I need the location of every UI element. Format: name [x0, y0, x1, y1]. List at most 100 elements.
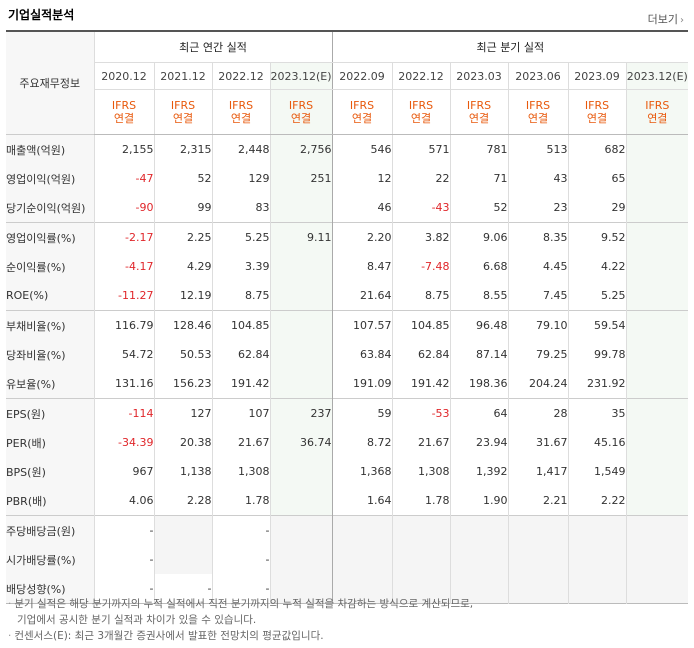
table-cell: 1,417 — [507, 457, 569, 486]
accounting-standard: IFRS 연결 — [93, 89, 154, 135]
table-cell: 52 — [449, 193, 509, 223]
table-cell: 2,315 — [153, 134, 212, 164]
table-cell — [153, 515, 212, 545]
table-cell: -2.17 — [93, 222, 154, 252]
table-cell: 129 — [211, 164, 270, 193]
table-cell: 59 — [331, 398, 393, 428]
table-cell: - — [211, 574, 270, 604]
row-label: 주당배당금(원) — [6, 515, 94, 545]
period-header: 2021.12 — [153, 62, 212, 90]
table-cell — [269, 515, 333, 545]
table-cell: 1,308 — [391, 457, 451, 486]
table-cell — [269, 252, 333, 281]
table-cell — [625, 281, 689, 311]
accounting-consolidated: 연결 — [290, 112, 312, 125]
table-cell: -90 — [93, 193, 154, 223]
table-cell — [449, 574, 509, 604]
table-cell: 21.67 — [211, 428, 270, 457]
table-row: PBR(배) 4.06 2.28 1.78 1.64 1.78 1.90 2.21 2.22 — [6, 486, 689, 516]
table-cell: 2,155 — [93, 134, 154, 164]
accounting-ifrs: IFRS — [466, 99, 492, 112]
table-cell: 87.14 — [449, 340, 509, 369]
table-cell: 50.53 — [153, 340, 212, 369]
table-cell: 4.22 — [567, 252, 627, 281]
table-row: 매출액(억원) 2,155 2,315 2,448 2,756 546 571 781 513 6… — [6, 134, 689, 164]
table-cell — [625, 222, 689, 252]
bullet-icon: · — [8, 630, 12, 642]
row-label: 순이익률(%) — [6, 252, 94, 281]
table-row: ROE(%) -11.27 12.19 8.75 21.64 8.75 8.55 7.45 5.… — [6, 281, 689, 311]
more-link[interactable]: 더보기 › — [648, 11, 684, 27]
table-cell: -4.17 — [93, 252, 154, 281]
period-header: 2023.12(E) — [625, 62, 689, 90]
table-cell: 22 — [391, 164, 451, 193]
table-cell — [625, 193, 689, 223]
table-cell — [625, 252, 689, 281]
table-cell: 1,549 — [567, 457, 627, 486]
table-row: 영업이익률(%) -2.17 2.25 5.25 9.11 2.20 3.82 9.06 8.3… — [6, 222, 689, 252]
table-cell — [625, 398, 689, 428]
accounting-ifrs: IFRS — [525, 99, 551, 112]
table-cell: 1.78 — [211, 486, 270, 516]
table-cell: 107.57 — [331, 310, 393, 340]
table-cell: 2.28 — [153, 486, 212, 516]
table-cell: 31.67 — [507, 428, 569, 457]
footnote-1-cont: 기업에서 공시한 분기 실적과 차이가 있을 수 있습니다. — [17, 614, 257, 626]
table-cell: -53 — [391, 398, 451, 428]
table-cell: 156.23 — [153, 369, 212, 399]
table-cell: 54.72 — [93, 340, 154, 369]
table-cell — [269, 310, 333, 340]
table-cell: 191.09 — [331, 369, 393, 399]
row-label: 영업이익(억원) — [6, 164, 94, 193]
table-cell: 116.79 — [93, 310, 154, 340]
row-label: ROE(%) — [6, 281, 94, 311]
table-cell: 99.78 — [567, 340, 627, 369]
table-cell: 5.25 — [211, 222, 270, 252]
table-cell: 1,308 — [211, 457, 270, 486]
table-cell — [153, 545, 212, 574]
table-cell: 62.84 — [391, 340, 451, 369]
table-cell — [269, 574, 333, 604]
table-cell — [331, 515, 393, 545]
accounting-ifrs: IFRS — [645, 99, 670, 112]
footnote-1: · 분기 실적은 해당 분기까지의 누적 실적에서 직전 분기까지의 누적 실적을… — [8, 598, 474, 610]
table-cell — [269, 281, 333, 311]
group-quarter-header: 최근 분기 실적 — [331, 31, 689, 63]
accounting-standard: IFRS 연결 — [211, 89, 270, 135]
table-cell — [269, 486, 333, 516]
table-cell — [625, 164, 689, 193]
table-row: 유보율(%) 131.16 156.23 191.42 191.09 191.42 198.… — [6, 369, 689, 399]
table-cell: 63.84 — [331, 340, 393, 369]
table-cell — [507, 515, 569, 545]
table-cell — [391, 574, 451, 604]
accounting-standard: IFRS 연결 — [625, 89, 689, 135]
table-cell: - — [153, 574, 212, 604]
table-cell: 83 — [211, 193, 270, 223]
table-cell: 8.35 — [507, 222, 569, 252]
row-label: PBR(배) — [6, 486, 94, 516]
table-cell: 62.84 — [211, 340, 270, 369]
table-cell: 7.45 — [507, 281, 569, 311]
table-cell — [567, 515, 627, 545]
period-header: 2023.06 — [507, 62, 569, 90]
table-cell: 99 — [153, 193, 212, 223]
table-cell: 9.06 — [449, 222, 509, 252]
row-label: 유보율(%) — [6, 369, 94, 399]
bullet-icon: · — [8, 598, 12, 610]
accounting-standard: IFRS 연결 — [153, 89, 212, 135]
accounting-ifrs: IFRS — [288, 99, 314, 112]
table-cell: 204.24 — [507, 369, 569, 399]
table-cell — [507, 574, 569, 604]
table-cell: 23.94 — [449, 428, 509, 457]
table-cell: 191.42 — [211, 369, 270, 399]
table-cell: -47 — [93, 164, 154, 193]
chevron-right-icon: › — [680, 15, 684, 26]
row-label: PER(배) — [6, 428, 94, 457]
accounting-standard: IFRS 연결 — [567, 89, 627, 135]
period-header: 2022.12 — [211, 62, 270, 90]
table-cell: 237 — [269, 398, 333, 428]
table-cell: 23 — [507, 193, 569, 223]
more-label: 더보기 — [647, 13, 678, 26]
row-label: 당기순이익(억원) — [6, 193, 94, 223]
table-cell: 8.75 — [391, 281, 451, 311]
